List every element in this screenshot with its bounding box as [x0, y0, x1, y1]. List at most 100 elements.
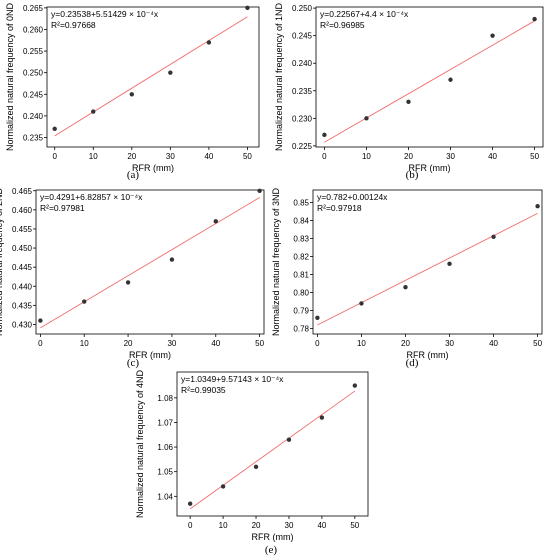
x-tick-label: 30 — [285, 521, 294, 530]
y-tick-label: 0.440 — [12, 282, 33, 291]
data-point — [359, 301, 364, 306]
y-tick-label: 0.240 — [23, 112, 44, 121]
plot-frame — [176, 371, 369, 517]
x-tick-label: 0 — [315, 339, 320, 348]
x-axis-title: RFR (mm) — [132, 163, 174, 173]
x-tick-label: 50 — [530, 152, 539, 161]
plot-frame — [35, 189, 265, 335]
panel-caption: (c) — [127, 357, 140, 369]
fit-line — [40, 197, 260, 329]
x-tick-label: 30 — [445, 339, 454, 348]
x-tick-label: 10 — [89, 152, 98, 161]
data-point — [253, 464, 259, 469]
x-tick-label: 10 — [357, 339, 366, 348]
data-point — [315, 315, 320, 320]
y-tick-label: 0.265 — [23, 4, 44, 13]
y-tick-label: 0.445 — [12, 263, 33, 272]
x-tick-label: 50 — [350, 521, 359, 530]
y-tick-label: 0.435 — [12, 301, 33, 310]
x-axis-title: RFR (mm) — [252, 532, 294, 542]
y-tick-label: 1.05 — [157, 468, 173, 477]
y-tick-label: 1.06 — [157, 443, 173, 452]
r-squared: R²=0.97668 — [51, 20, 96, 30]
fit-equation: y=0.782+0.00124x — [317, 192, 388, 202]
x-tick-label: 20 — [124, 339, 133, 348]
x-tick-label: 0 — [322, 152, 327, 161]
y-tick-label: 0.260 — [23, 25, 44, 34]
x-tick-label: 20 — [127, 152, 136, 161]
fit-line — [54, 16, 248, 137]
y-tick-label: 0.83 — [293, 235, 309, 244]
data-point — [52, 126, 57, 132]
data-point — [245, 5, 250, 11]
panel-caption: (e) — [265, 544, 278, 556]
fit-equation: y=1.0349+9.57143 × 10⁻⁴x — [181, 374, 284, 384]
data-point — [403, 285, 408, 290]
data-point — [38, 318, 43, 323]
data-point — [168, 70, 173, 75]
x-tick-label: 40 — [488, 152, 497, 161]
y-tick-label: 0.255 — [23, 47, 44, 56]
y-axis-title: Normalized natural frequency of 3ND — [271, 187, 281, 336]
fit-line — [324, 20, 535, 143]
x-tick-label: 20 — [401, 339, 410, 348]
data-point — [187, 501, 193, 506]
x-tick-label: 50 — [243, 152, 252, 161]
y-tick-label: 0.240 — [292, 59, 313, 68]
x-tick-label: 30 — [166, 152, 175, 161]
chart-panel-4: 0 10 20 30 40 50 0.78 0.79 0.80 0.81 0.82 0.83 0.84 0… — [271, 187, 543, 369]
y-tick-label: 0.84 — [293, 217, 309, 226]
y-tick-label: 0.250 — [23, 69, 44, 78]
data-point — [169, 257, 175, 262]
fit-line — [189, 390, 356, 510]
x-tick-label: 40 — [211, 339, 220, 348]
y-tick-label: 0.250 — [292, 4, 313, 13]
x-tick-label: 50 — [533, 339, 542, 348]
y-tick-label: 0.225 — [292, 142, 313, 151]
plot-frame — [315, 6, 544, 148]
x-tick-label: 30 — [446, 152, 455, 161]
y-tick-label: 0.460 — [12, 206, 33, 215]
x-tick-label: 0 — [52, 152, 57, 161]
y-tick-label: 0.82 — [293, 253, 309, 262]
x-tick-label: 0 — [188, 521, 193, 530]
x-tick-label: 20 — [252, 521, 261, 530]
x-tick-label: 40 — [317, 521, 326, 530]
r-squared: R²=0.97981 — [40, 203, 85, 213]
r-squared: R²=0.97918 — [317, 203, 362, 213]
chart-panel-3: 0 10 20 30 40 50 0.430 0.435 0.440 0.445 0.450 0.45… — [0, 187, 265, 369]
data-point — [490, 33, 495, 38]
x-tick-label: 40 — [204, 152, 213, 161]
y-tick-label: 1.08 — [157, 394, 173, 403]
plot-frame — [46, 6, 260, 148]
data-point — [535, 204, 540, 209]
data-point — [364, 116, 369, 121]
fit-equation: y=0.4291+6.82857 × 10⁻⁴x — [40, 192, 143, 202]
y-axis-title: Normalized natural frequency of 4ND — [135, 369, 145, 518]
y-axis-title: Normalized natural frequency of 2ND — [0, 187, 4, 336]
fit-equation: y=0.23538+5.51429 × 10⁻⁴x — [51, 9, 159, 19]
x-axis-title: RFR (mm) — [129, 350, 171, 360]
y-tick-label: 0.85 — [293, 199, 309, 208]
data-point — [82, 299, 87, 304]
x-tick-label: 20 — [404, 152, 413, 161]
x-tick-label: 10 — [362, 152, 371, 161]
y-tick-label: 0.450 — [12, 244, 33, 253]
data-point — [220, 484, 226, 489]
x-tick-label: 40 — [489, 339, 498, 348]
data-point — [129, 92, 134, 97]
y-tick-label: 0.81 — [293, 271, 309, 280]
x-axis-title: RFR (mm) — [409, 163, 451, 173]
data-point — [286, 437, 292, 442]
data-point — [448, 77, 453, 82]
x-tick-label: 30 — [167, 339, 176, 348]
fit-line — [317, 212, 538, 326]
data-point — [322, 132, 327, 138]
y-tick-label: 0.455 — [12, 225, 33, 234]
chart-panel-1: 0 10 20 30 40 50 0.235 0.240 0.245 0.250 0.255 0.26… — [5, 2, 260, 181]
data-point — [257, 188, 262, 193]
data-point — [406, 99, 411, 105]
y-tick-label: 1.04 — [157, 492, 173, 501]
y-tick-label: 0.235 — [292, 87, 313, 96]
data-point — [319, 415, 325, 420]
